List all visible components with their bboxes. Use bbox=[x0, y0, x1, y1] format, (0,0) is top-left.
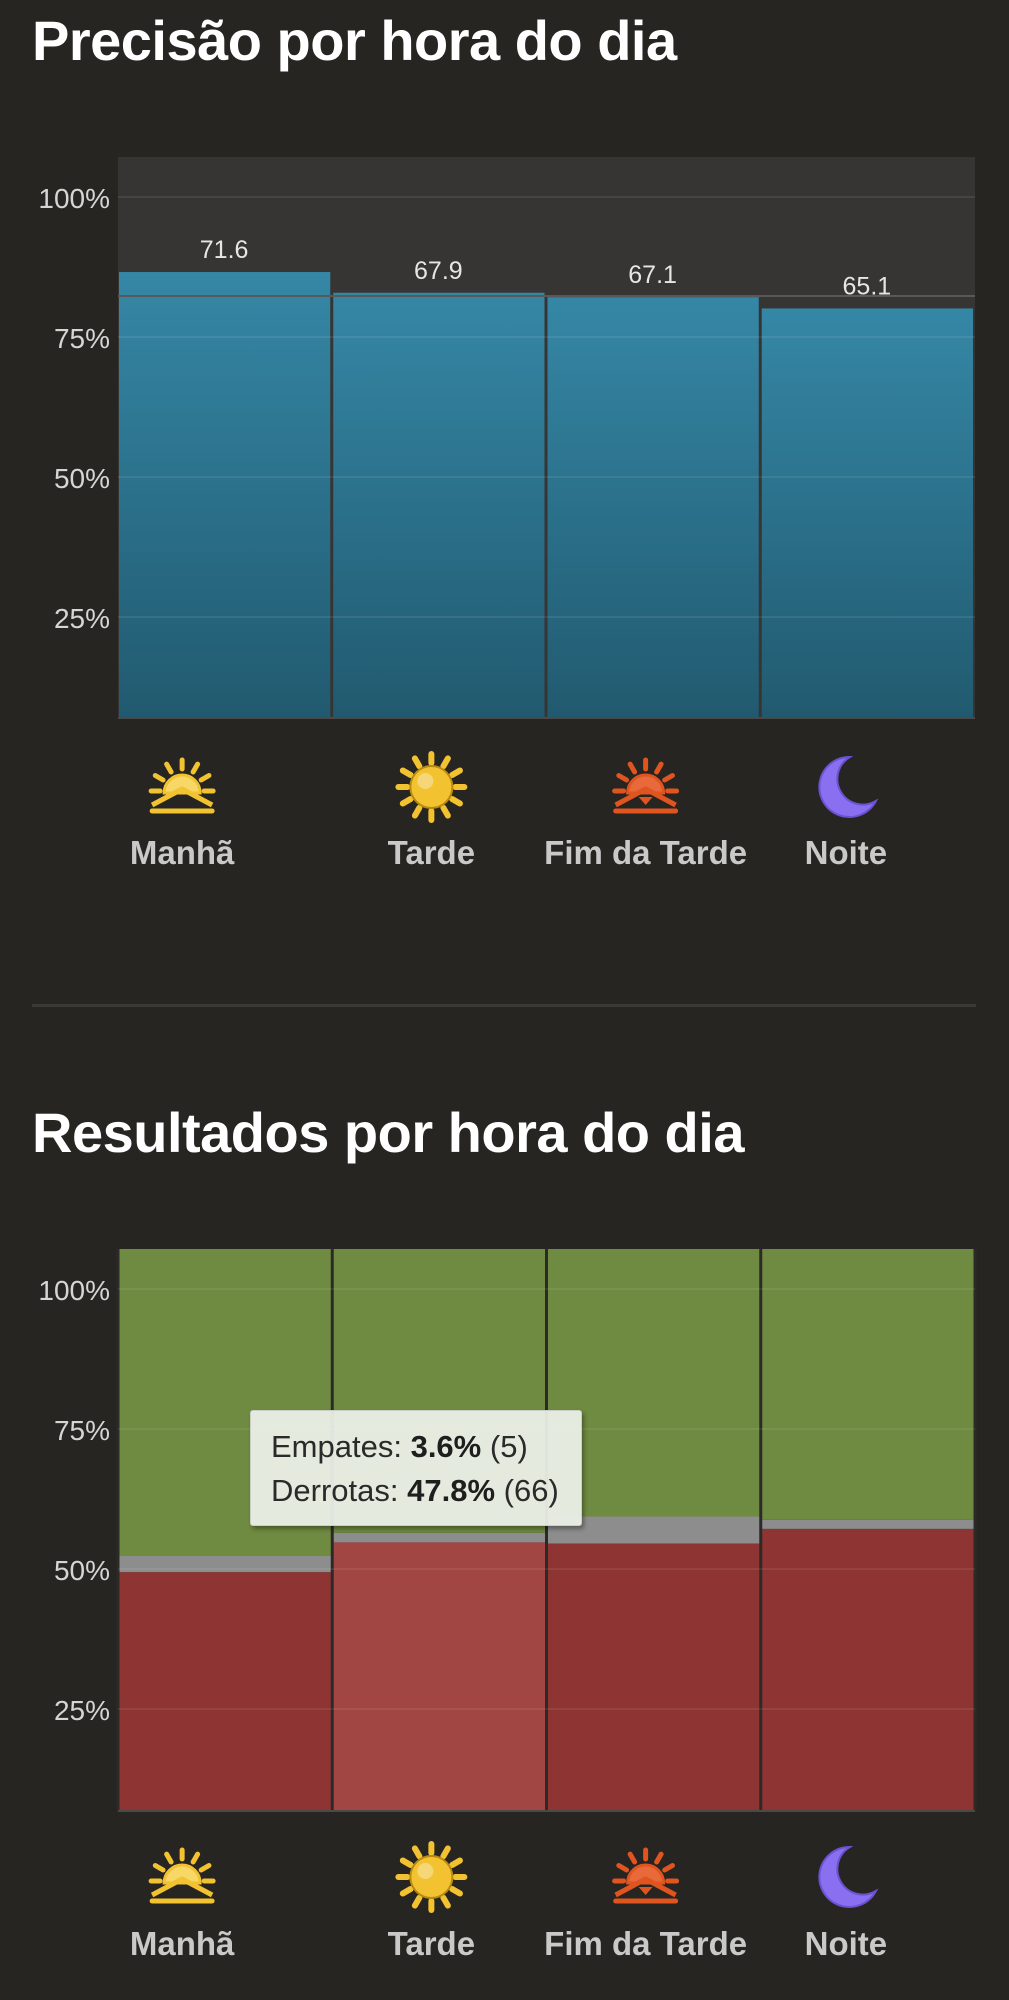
tooltip-losses-count: (66) bbox=[503, 1473, 559, 1508]
results-y-tick: 75% bbox=[54, 1415, 110, 1446]
category-label-fim-da-tarde: Fim da Tarde bbox=[544, 1925, 748, 1962]
tooltip-draws-row: Empates: 3.6% (5) bbox=[271, 1425, 559, 1469]
moon-icon bbox=[818, 1845, 879, 1908]
tooltip-draws-count: (5) bbox=[489, 1429, 528, 1464]
results-y-tick: 25% bbox=[54, 1695, 110, 1726]
results-y-tick: 100% bbox=[38, 1275, 110, 1306]
results-losses-segment-fim-da-tarde bbox=[546, 1543, 761, 1811]
results-draws-segment-manha bbox=[118, 1555, 333, 1573]
tooltip-losses-row: Derrotas: 47.8% (66) bbox=[271, 1469, 559, 1513]
accuracy-value-label: 67.9 bbox=[414, 257, 463, 285]
tooltip-losses-label: Derrotas: bbox=[271, 1473, 399, 1508]
tooltip-draws-label: Empates: bbox=[271, 1429, 402, 1464]
accuracy-bar-fim-da-tarde bbox=[547, 297, 759, 718]
accuracy-section-title: Precisão por hora do dia bbox=[32, 9, 677, 72]
results-losses-segment-tarde bbox=[332, 1542, 547, 1811]
section-divider bbox=[32, 1004, 976, 1007]
category-label-tarde: Tarde bbox=[387, 834, 476, 871]
accuracy-bar-manha bbox=[119, 272, 331, 718]
accuracy-value-label: 67.1 bbox=[628, 261, 677, 289]
sunrise-icon bbox=[148, 1847, 216, 1904]
accuracy-y-tick: 75% bbox=[54, 323, 110, 354]
results-y-tick: 50% bbox=[54, 1555, 110, 1586]
moon-icon bbox=[818, 755, 879, 818]
sunrise-icon bbox=[148, 757, 216, 814]
tooltip-draws-pct: 3.6% bbox=[410, 1429, 482, 1464]
category-label-noite: Noite bbox=[804, 1925, 888, 1962]
category-label-manha: Manhã bbox=[129, 834, 235, 871]
results-losses-segment-manha bbox=[118, 1572, 333, 1811]
category-label-fim-da-tarde: Fim da Tarde bbox=[544, 834, 748, 871]
accuracy-chart: 71.667.9 67.1 65.125%50%75%100% bbox=[38, 157, 975, 823]
results-draws-segment-noite bbox=[760, 1519, 975, 1529]
results-draws-segment-tarde bbox=[332, 1532, 547, 1543]
sunset-icon bbox=[612, 1847, 680, 1904]
accuracy-bar-noite bbox=[761, 308, 973, 718]
sun-icon bbox=[395, 751, 468, 823]
results-losses-segment-noite bbox=[760, 1528, 975, 1811]
accuracy-value-label: 71.6 bbox=[200, 236, 249, 264]
accuracy-y-tick: 50% bbox=[54, 463, 110, 494]
sun-icon bbox=[395, 1841, 468, 1913]
results-draws-segment-fim-da-tarde bbox=[546, 1516, 761, 1544]
category-label-tarde: Tarde bbox=[387, 1925, 476, 1962]
tooltip-losses-pct: 47.8% bbox=[407, 1473, 496, 1508]
results-tooltip: Empates: 3.6% (5) Derrotas: 47.8% (66) bbox=[250, 1410, 582, 1526]
accuracy-y-tick: 25% bbox=[54, 603, 110, 634]
accuracy-y-tick: 100% bbox=[38, 183, 110, 214]
accuracy-bar-tarde bbox=[333, 292, 545, 718]
results-wins-segment-noite bbox=[760, 1249, 975, 1520]
sunset-icon bbox=[612, 757, 680, 814]
category-label-manha: Manhã bbox=[129, 1925, 235, 1962]
results-section-title: Resultados por hora do dia bbox=[32, 1101, 744, 1164]
category-label-noite: Noite bbox=[804, 834, 888, 871]
results-wins-segment-fim-da-tarde bbox=[546, 1249, 761, 1517]
